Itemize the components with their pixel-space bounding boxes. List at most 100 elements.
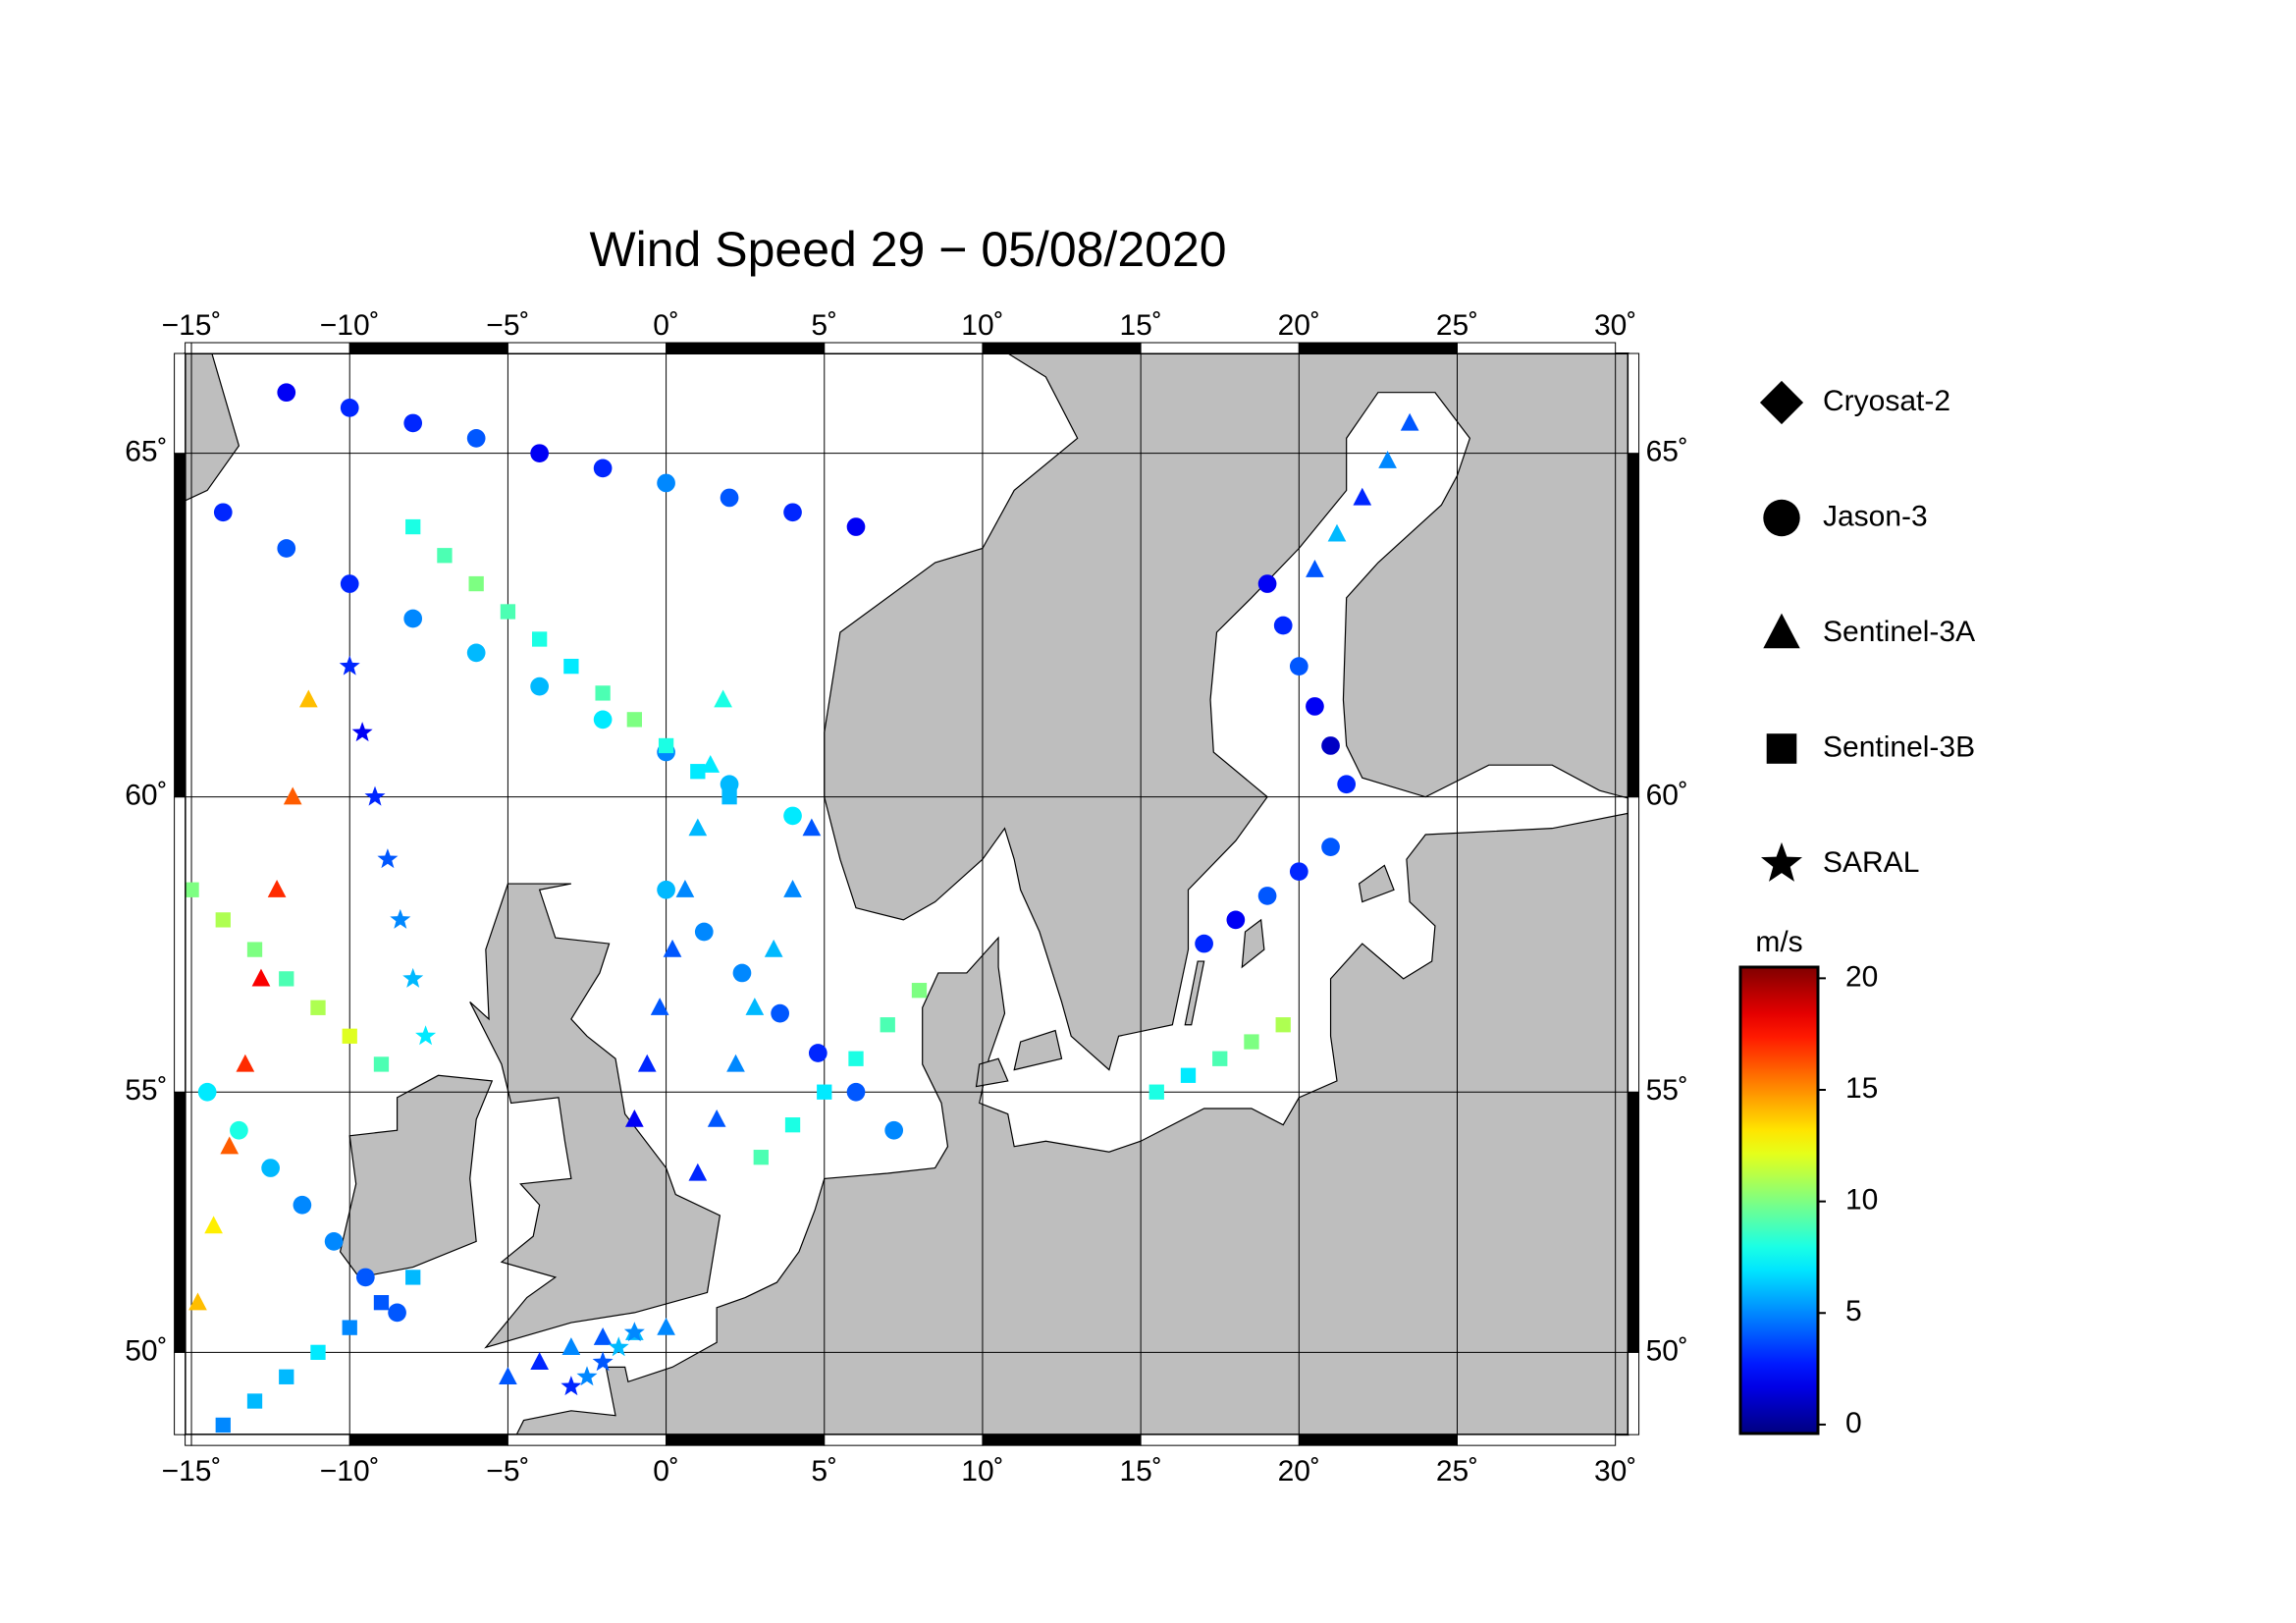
- data-point: [405, 1270, 421, 1285]
- data-point: [721, 789, 737, 805]
- legend-label: Sentinel-3A: [1823, 616, 1975, 648]
- data-point: [283, 786, 302, 805]
- x-tick-label: 5˚: [811, 1455, 837, 1488]
- data-point: [405, 518, 421, 535]
- data-point: [623, 1322, 645, 1342]
- data-point: [1289, 862, 1308, 882]
- land: [515, 812, 1629, 1435]
- frame-band: [1140, 1434, 1300, 1446]
- data-point: [213, 503, 233, 522]
- data-point: [267, 880, 287, 897]
- data-point: [561, 1337, 581, 1355]
- y-tick-label: 50˚: [125, 1334, 167, 1367]
- legend-label: SARAL: [1823, 846, 1919, 879]
- data-point: [561, 1376, 582, 1396]
- data-point: [563, 658, 579, 675]
- x-tick-label: 25˚: [1436, 309, 1478, 342]
- x-tick-label: 10˚: [961, 1455, 1003, 1488]
- data-point: [197, 1082, 217, 1102]
- data-point: [468, 575, 484, 592]
- data-point: [592, 1351, 614, 1372]
- data-point: [608, 1336, 629, 1357]
- data-point: [246, 942, 263, 957]
- legend-marker: [1760, 841, 1803, 882]
- data-point: [1337, 775, 1357, 794]
- frame-band: [1628, 352, 1640, 455]
- data-point: [185, 882, 199, 897]
- data-point: [530, 1352, 549, 1371]
- x-tick-label: −15˚: [162, 1455, 222, 1488]
- data-point: [403, 609, 423, 628]
- colorbar: [1738, 965, 1820, 1435]
- frame-band: [824, 342, 984, 354]
- frame-band: [348, 1434, 508, 1446]
- data-point: [531, 631, 548, 647]
- data-point: [663, 939, 682, 957]
- data-point: [377, 848, 399, 869]
- frame-band: [1298, 1434, 1458, 1446]
- data-point: [658, 737, 674, 754]
- data-point: [324, 1232, 344, 1251]
- colorbar-tick-label: 5: [1845, 1295, 1862, 1327]
- frame-band: [1456, 342, 1617, 354]
- data-point: [251, 968, 271, 987]
- data-point: [688, 818, 708, 837]
- land: [1241, 918, 1265, 969]
- colorbar-tick-label: 20: [1845, 960, 1878, 993]
- data-point: [1289, 657, 1308, 676]
- data-point: [220, 1136, 240, 1155]
- data-point: [340, 399, 359, 417]
- frame-band: [190, 342, 350, 354]
- data-point: [277, 539, 296, 558]
- data-point: [880, 1017, 895, 1033]
- data-point: [279, 1369, 294, 1384]
- data-point: [1257, 574, 1277, 593]
- data-point: [771, 1003, 789, 1023]
- data-point: [188, 1292, 207, 1311]
- data-point: [753, 1150, 769, 1165]
- frame-band: [348, 342, 508, 354]
- x-tick-label: −10˚: [320, 309, 380, 342]
- frame-band: [174, 352, 187, 455]
- data-point: [675, 880, 695, 897]
- frame-band: [1298, 342, 1458, 354]
- data-point: [466, 643, 486, 663]
- data-point: [783, 503, 802, 522]
- data-point: [373, 1056, 390, 1072]
- legend-label: Sentinel-3B: [1823, 730, 1975, 763]
- frame-band: [185, 1434, 192, 1446]
- y-tick-label: 65˚: [1646, 436, 1688, 468]
- frame-band: [507, 1434, 667, 1446]
- data-point: [340, 574, 359, 593]
- data-point: [1400, 412, 1419, 431]
- data-point: [1321, 838, 1340, 856]
- land: [1013, 1029, 1063, 1071]
- data-point: [1378, 451, 1397, 468]
- data-point: [1321, 736, 1340, 755]
- data-point: [657, 880, 675, 899]
- colorbar-tick-label: 0: [1845, 1407, 1862, 1439]
- frame-band: [174, 796, 187, 1093]
- x-tick-label: −15˚: [162, 309, 222, 342]
- y-tick-label: 60˚: [125, 780, 167, 812]
- data-point: [1148, 1084, 1164, 1100]
- frame-band: [824, 1434, 984, 1446]
- map-layer: [185, 353, 1629, 1435]
- data-point: [1273, 616, 1293, 635]
- data-point: [1212, 1051, 1228, 1066]
- data-point: [364, 785, 386, 806]
- frame-band: [666, 1434, 826, 1446]
- data-point: [576, 1366, 598, 1386]
- data-point: [373, 1295, 390, 1311]
- legend-marker: [1763, 499, 1800, 537]
- data-point: [657, 473, 675, 493]
- data-point: [1306, 560, 1324, 577]
- data-point: [342, 1028, 357, 1044]
- data-point: [298, 689, 318, 708]
- map-title: Wind Speed 29 − 05/08/2020: [589, 222, 1226, 277]
- frame-band: [185, 342, 192, 354]
- y-tick-label: 55˚: [125, 1074, 167, 1107]
- data-point: [402, 967, 424, 988]
- data-point: [437, 548, 453, 564]
